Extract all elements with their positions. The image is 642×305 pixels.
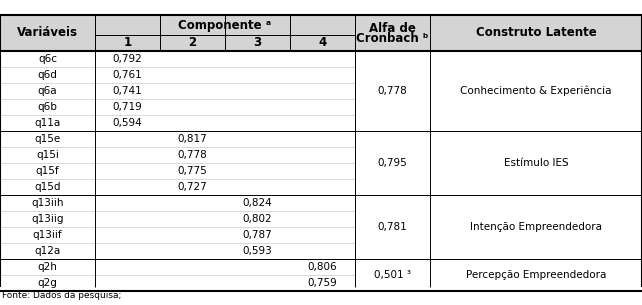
Text: 0,759: 0,759 [308,278,338,288]
Text: q13iif: q13iif [33,230,62,240]
Text: 0,719: 0,719 [112,102,143,112]
Text: 0,741: 0,741 [112,86,143,96]
Text: 1: 1 [123,37,132,49]
Bar [225,35,290,51]
Text: Percepção Empreendedora: Percepção Empreendedora [466,270,606,280]
Text: 0,778: 0,778 [178,150,207,160]
Bar [0,51,642,291]
Text: 0,501 ³: 0,501 ³ [374,270,411,280]
Text: 2: 2 [189,37,196,49]
Text: q6c: q6c [38,54,57,64]
Text: q12a: q12a [35,246,60,256]
Text: q11a: q11a [35,118,60,128]
Text: Alfa de: Alfa de [369,23,416,35]
Text: 0,593: 0,593 [243,246,272,256]
Text: Componente ᵃ: Componente ᵃ [178,19,272,31]
Text: Fonte: Dados da pesquisa;: Fonte: Dados da pesquisa; [2,290,121,300]
Text: q13iih: q13iih [31,198,64,208]
Bar [160,35,225,51]
Text: 0,781: 0,781 [377,222,408,232]
Text: Conhecimento & Experiência: Conhecimento & Experiência [460,86,612,96]
Text: Estímulo IES: Estímulo IES [504,158,568,168]
Text: 0,594: 0,594 [112,118,143,128]
Text: 0,778: 0,778 [377,86,408,96]
Text: 0,806: 0,806 [308,262,337,272]
Text: 0,792: 0,792 [112,54,143,64]
Text: 0,824: 0,824 [243,198,272,208]
Text: 4: 4 [318,37,327,49]
Text: Variáveis: Variáveis [17,27,78,40]
Text: 0,775: 0,775 [178,166,207,176]
Bar [355,15,430,51]
Text: q15f: q15f [36,166,59,176]
Text: q13iig: q13iig [31,214,64,224]
Text: q6a: q6a [38,86,57,96]
Text: 0,802: 0,802 [243,214,272,224]
Bar [95,35,160,51]
Bar [0,15,95,51]
Text: q2g: q2g [38,278,57,288]
Text: 0,761: 0,761 [112,70,143,80]
Text: q15e: q15e [35,134,60,144]
Bar [290,35,355,51]
Text: 0,817: 0,817 [178,134,207,144]
Bar [430,15,642,51]
Text: q15i: q15i [36,150,59,160]
Text: Cronbach ᵇ: Cronbach ᵇ [356,31,429,45]
Bar [95,15,355,35]
Text: 0,795: 0,795 [377,158,408,168]
Text: q6d: q6d [38,70,57,80]
Text: q15d: q15d [34,182,61,192]
Text: 0,727: 0,727 [178,182,207,192]
Text: q2h: q2h [38,262,57,272]
Text: Intenção Empreendedora: Intenção Empreendedora [470,222,602,232]
Text: q6b: q6b [38,102,57,112]
Text: 3: 3 [254,37,261,49]
Text: Construto Latente: Construto Latente [476,27,596,40]
Text: 0,787: 0,787 [243,230,272,240]
